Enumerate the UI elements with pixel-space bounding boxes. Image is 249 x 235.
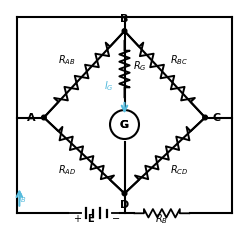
Text: B: B: [120, 14, 129, 24]
Text: $R_{AD}$: $R_{AD}$: [58, 163, 76, 177]
Circle shape: [122, 191, 127, 196]
Text: $R_G$: $R_G$: [133, 59, 146, 73]
Text: $R_{CD}$: $R_{CD}$: [170, 163, 188, 177]
Text: A: A: [27, 113, 35, 122]
Circle shape: [122, 29, 127, 33]
Text: G: G: [120, 120, 129, 129]
Circle shape: [42, 115, 46, 120]
Circle shape: [110, 110, 139, 139]
Circle shape: [203, 115, 207, 120]
Text: $I_G$: $I_G$: [104, 79, 114, 93]
Text: +: +: [73, 214, 81, 224]
Text: $R_{AB}$: $R_{AB}$: [59, 53, 76, 67]
Text: $I_B$: $I_B$: [18, 191, 27, 205]
Text: D: D: [120, 200, 129, 210]
Text: −: −: [112, 214, 120, 224]
Text: $R_{BC}$: $R_{BC}$: [170, 53, 188, 67]
Text: G: G: [120, 120, 129, 129]
Text: E: E: [87, 214, 94, 224]
Text: C: C: [213, 113, 221, 122]
Text: $R_B$: $R_B$: [155, 212, 168, 226]
